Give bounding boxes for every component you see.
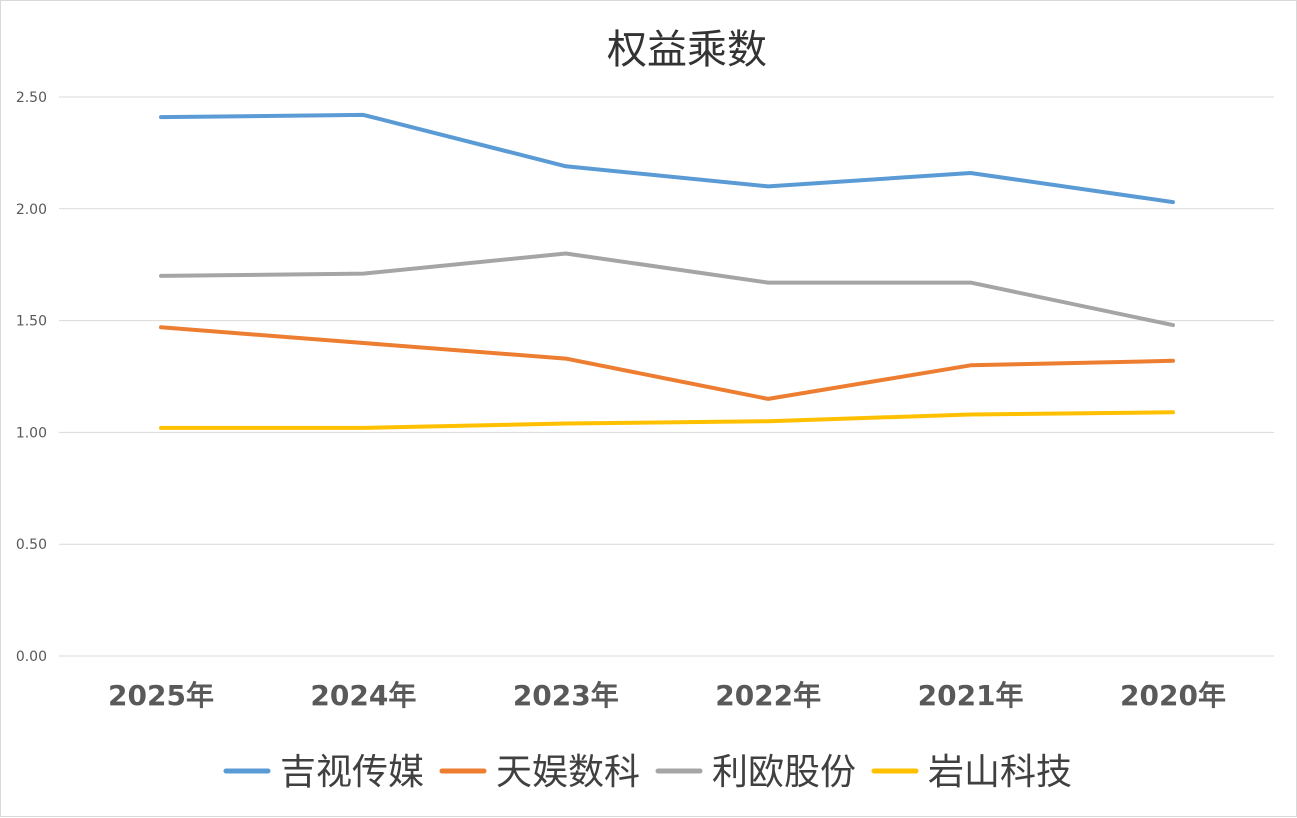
series-line	[159, 410, 1175, 430]
y-axis-ticks: 0.00 0.50 1.00 1.50 2.00 2.50	[16, 90, 47, 665]
x-tick-label: 2020年	[1120, 679, 1226, 712]
series-line	[159, 325, 1175, 401]
y-tick-label: 2.50	[16, 90, 47, 106]
legend: 吉视传媒 天娱数科 利欧股份 岩山科技	[223, 752, 1072, 793]
y-tick-label: 0.00	[16, 649, 47, 665]
y-tick-label: 1.00	[16, 425, 47, 441]
legend-label: 吉视传媒	[280, 752, 424, 793]
grid-lines	[59, 96, 1274, 657]
x-tick-label: 2021年	[918, 679, 1024, 712]
x-tick-label: 2025年	[108, 679, 214, 712]
chart-title: 权益乘数	[607, 27, 767, 73]
series-line	[159, 112, 1175, 205]
legend-label: 利欧股份	[712, 752, 856, 793]
x-tick-label: 2023年	[513, 679, 619, 712]
y-tick-label: 2.00	[16, 202, 47, 218]
y-tick-label: 0.50	[16, 537, 47, 553]
x-tick-label: 2024年	[310, 679, 416, 712]
x-axis-ticks: 2025年 2024年 2023年 2022年 2021年 2020年	[108, 679, 1226, 712]
y-tick-label: 1.50	[16, 314, 47, 330]
x-tick-label: 2022年	[715, 679, 821, 712]
legend-label: 岩山科技	[928, 752, 1072, 793]
legend-label: 天娱数科	[496, 752, 640, 793]
series-line	[159, 251, 1175, 328]
series-lines	[159, 112, 1175, 430]
